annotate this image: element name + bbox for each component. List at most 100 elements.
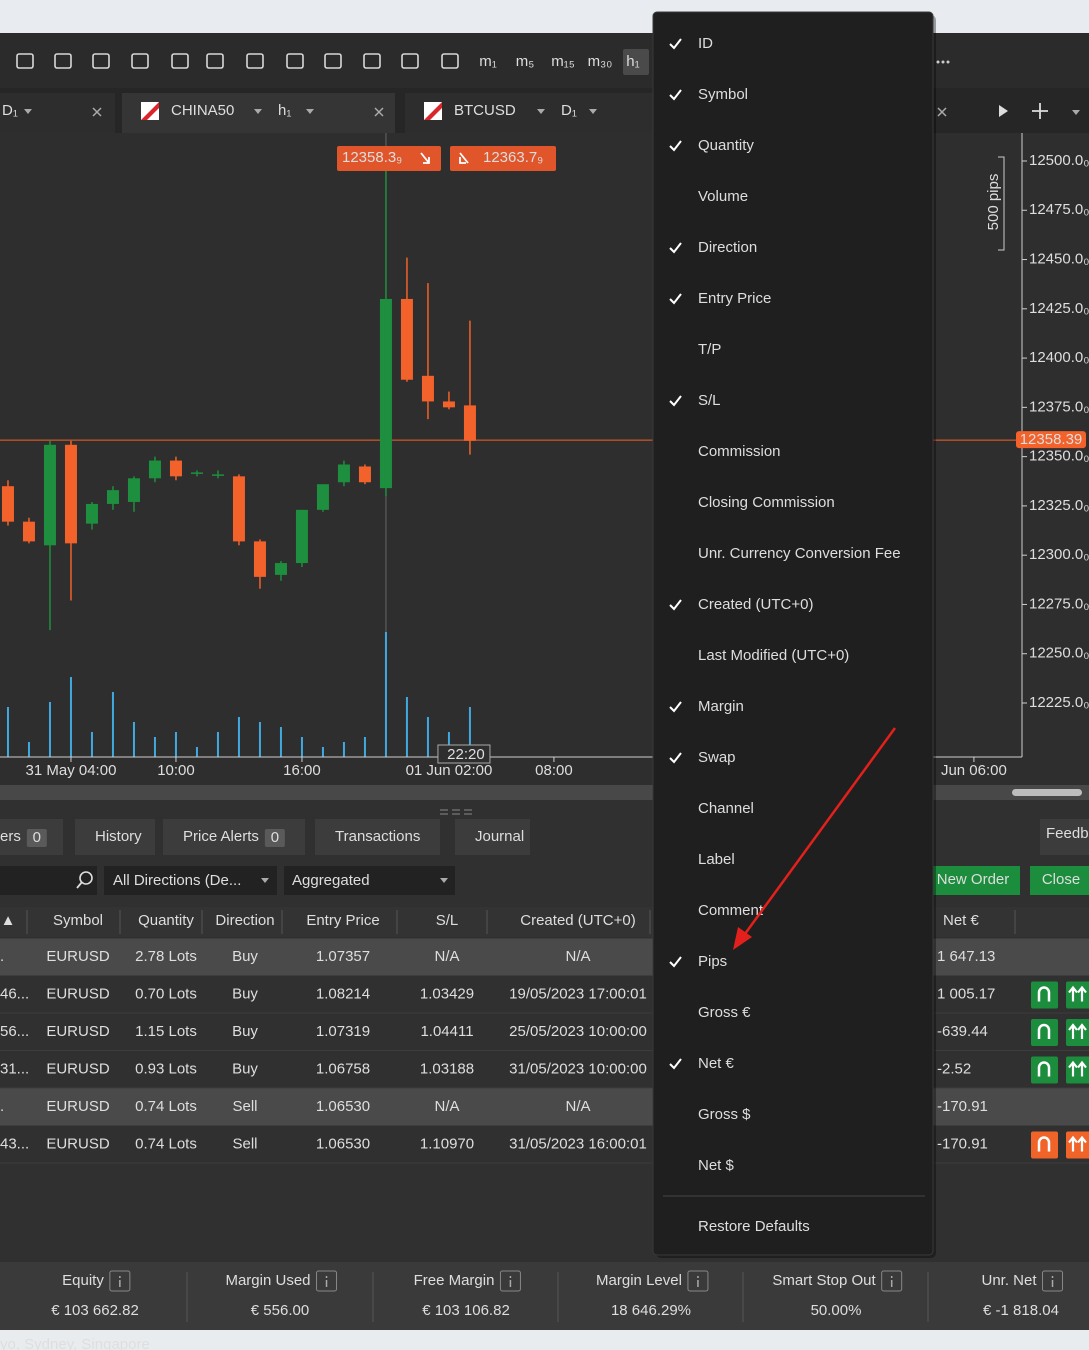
- column-header[interactable]: S/L: [436, 912, 459, 929]
- menu-item[interactable]: [655, 682, 931, 732]
- tab-symbol[interactable]: CHINA50: [171, 102, 234, 119]
- toolbar-icon[interactable]: [246, 53, 264, 69]
- sell-price[interactable]: 12358.3₉: [342, 149, 402, 166]
- menu-item-label[interactable]: Volume: [698, 188, 748, 205]
- column-header[interactable]: Symbol: [53, 912, 103, 929]
- menu-item[interactable]: [655, 1090, 931, 1140]
- info-icon[interactable]: [1042, 1270, 1064, 1292]
- column-header[interactable]: Net €: [943, 912, 980, 929]
- modify-button[interactable]: [1066, 981, 1089, 1009]
- info-icon[interactable]: [316, 1270, 338, 1292]
- column-header[interactable]: Direction: [215, 912, 274, 929]
- tab[interactable]: [405, 93, 655, 133]
- new-order-button[interactable]: [926, 866, 1020, 895]
- toolbar-icon[interactable]: [363, 53, 381, 69]
- menu-item-label[interactable]: Swap: [698, 749, 736, 766]
- feedback-tab[interactable]: Feedb: [1046, 825, 1089, 842]
- reverse-button[interactable]: [1031, 1131, 1058, 1159]
- scrollbar-thumb[interactable]: [1012, 789, 1082, 796]
- toolbar-icon[interactable]: [206, 53, 224, 69]
- menu-item-label[interactable]: Margin: [698, 698, 744, 715]
- menu-item-label[interactable]: Label: [698, 851, 735, 868]
- modify-button[interactable]: [1066, 1131, 1089, 1159]
- toolbar-icon[interactable]: [54, 53, 72, 69]
- search-field[interactable]: [0, 866, 97, 895]
- menu-item[interactable]: [655, 886, 931, 936]
- menu-item[interactable]: [655, 121, 931, 171]
- panel-tab-label[interactable]: ers: [0, 828, 21, 845]
- menu-item[interactable]: [655, 733, 931, 783]
- menu-item-label[interactable]: Pips: [698, 953, 727, 970]
- new-order-label[interactable]: New Order: [937, 871, 1010, 888]
- panel-tab[interactable]: [455, 819, 530, 855]
- timeframe-button[interactable]: m₁₅: [551, 53, 575, 70]
- menu-item-label[interactable]: Channel: [698, 800, 754, 817]
- menu-item[interactable]: [655, 70, 931, 120]
- tab-timeframe[interactable]: D₁: [561, 102, 577, 119]
- menu-item-label[interactable]: Last Modified (UTC+0): [698, 647, 849, 664]
- menu-item-label[interactable]: Commission: [698, 443, 781, 460]
- timeframe-button[interactable]: m₃₀: [588, 53, 613, 70]
- menu-restore-defaults[interactable]: Restore Defaults: [698, 1218, 810, 1235]
- menu-item[interactable]: [655, 325, 931, 375]
- toolbar-icon[interactable]: [92, 53, 110, 69]
- menu-item-label[interactable]: Closing Commission: [698, 494, 835, 511]
- info-icon[interactable]: [687, 1270, 709, 1292]
- panel-tab-label[interactable]: Price Alerts: [183, 828, 259, 845]
- close-label[interactable]: Close: [1042, 871, 1080, 888]
- panel-tab[interactable]: [315, 819, 440, 855]
- panel-tab-label[interactable]: Journal: [475, 828, 524, 845]
- menu-item-label[interactable]: Net €: [698, 1055, 735, 1072]
- info-icon[interactable]: [109, 1270, 131, 1292]
- tab-timeframe[interactable]: D₁: [2, 102, 18, 119]
- menu-item-label[interactable]: Entry Price: [698, 290, 771, 307]
- toolbar-icon[interactable]: [324, 53, 342, 69]
- panel-tab[interactable]: [75, 819, 155, 855]
- toolbar-icon[interactable]: [16, 53, 34, 69]
- tab-timeframe[interactable]: h₁: [278, 102, 291, 119]
- reverse-button[interactable]: [1031, 1056, 1058, 1084]
- menu-item-label[interactable]: Direction: [698, 239, 757, 256]
- menu-item-label[interactable]: Net $: [698, 1157, 735, 1174]
- info-icon[interactable]: [881, 1270, 903, 1292]
- menu-item[interactable]: [655, 937, 931, 987]
- sell-price-box[interactable]: [337, 146, 441, 171]
- modify-button[interactable]: [1066, 1056, 1089, 1084]
- close-button[interactable]: [1030, 866, 1089, 895]
- menu-item-label[interactable]: Quantity: [698, 137, 754, 154]
- menu-item-label[interactable]: ID: [698, 35, 713, 52]
- toolbar-icon[interactable]: [441, 53, 459, 69]
- timeframe-button[interactable]: m₁: [479, 53, 497, 70]
- menu-item-label[interactable]: Unr. Currency Conversion Fee: [698, 545, 901, 562]
- menu-item-label[interactable]: Gross €: [698, 1004, 751, 1021]
- menu-item[interactable]: [655, 1039, 931, 1089]
- modify-button[interactable]: [1066, 1019, 1089, 1046]
- menu-item-label[interactable]: Comment: [698, 902, 764, 919]
- toolbar-icon[interactable]: [171, 53, 189, 69]
- column-header[interactable]: Quantity: [138, 912, 194, 929]
- grouping-select[interactable]: [284, 866, 455, 895]
- reverse-button[interactable]: [1031, 981, 1058, 1009]
- toolbar-icon[interactable]: [131, 53, 149, 69]
- column-header[interactable]: Created (UTC+0): [520, 912, 635, 929]
- grouping-select-label[interactable]: Aggregated: [292, 872, 370, 889]
- menu-item-label[interactable]: S/L: [698, 392, 721, 409]
- menu-item[interactable]: [655, 427, 931, 477]
- menu-item[interactable]: [655, 784, 931, 834]
- menu-item-label[interactable]: Created (UTC+0): [698, 596, 813, 613]
- menu-item[interactable]: [655, 376, 931, 426]
- reverse-button[interactable]: [1031, 1019, 1058, 1046]
- menu-item-label[interactable]: Symbol: [698, 86, 748, 103]
- timeframe-button[interactable]: h₁: [626, 53, 639, 70]
- panel-tab-label[interactable]: History: [95, 828, 142, 845]
- menu-item[interactable]: [655, 274, 931, 324]
- menu-item[interactable]: [655, 223, 931, 273]
- menu-item[interactable]: [655, 1141, 931, 1191]
- tab-symbol[interactable]: BTCUSD: [454, 102, 516, 119]
- timeframe-button[interactable]: m₅: [516, 53, 535, 70]
- menu-item[interactable]: [655, 835, 931, 885]
- column-header[interactable]: Entry Price: [306, 912, 379, 929]
- menu-item[interactable]: [655, 19, 931, 69]
- buy-price[interactable]: 12363.7₉: [483, 149, 543, 166]
- panel-tab-label[interactable]: Transactions: [335, 828, 420, 845]
